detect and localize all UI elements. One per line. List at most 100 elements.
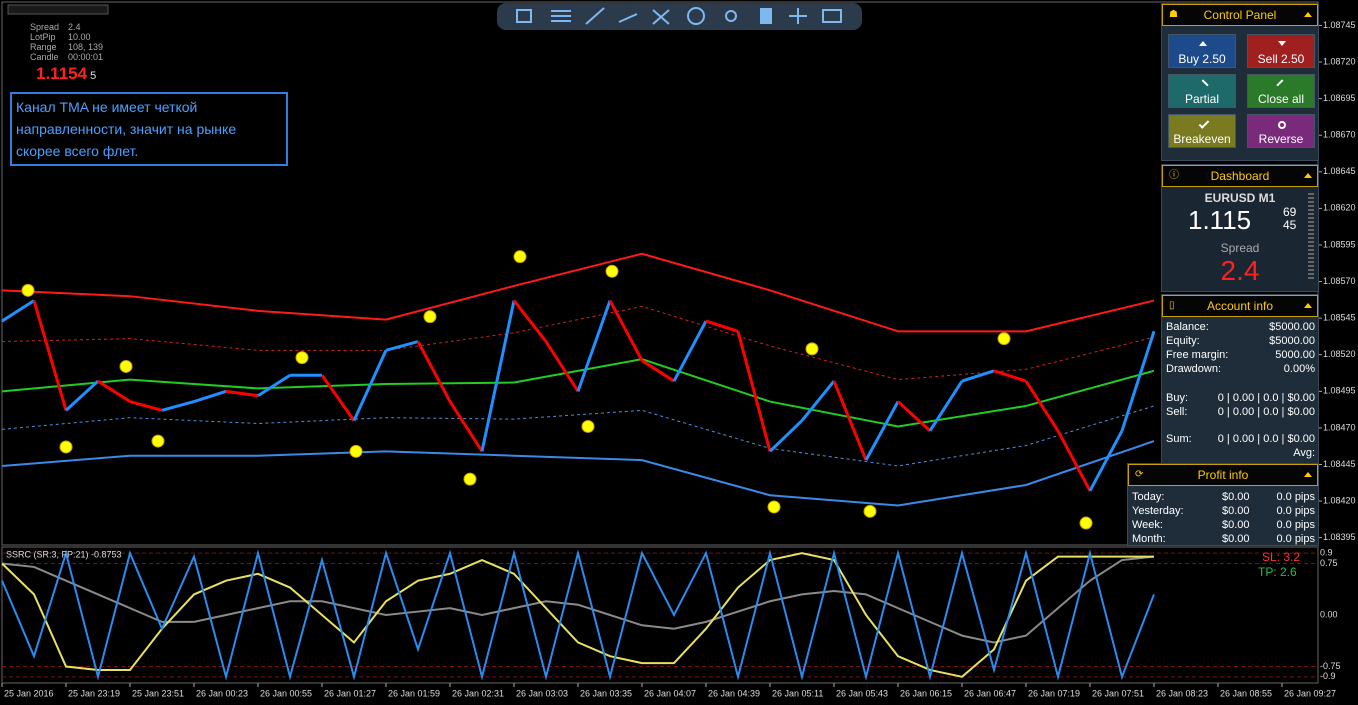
x-tick-label: 26 Jan 00:55 — [260, 688, 312, 698]
x-tick-label: 26 Jan 05:11 — [772, 688, 823, 698]
y-tick-label: 0.00 — [1320, 609, 1338, 619]
panel-header[interactable]: ▯ Account info — [1162, 295, 1318, 317]
x-tick-label: 26 Jan 01:59 — [388, 688, 440, 698]
y-tick-label: 1.08395 — [1323, 532, 1356, 542]
button-label: Breakeven — [1173, 132, 1231, 146]
price-segment — [320, 374, 356, 422]
x-tick-label: 26 Jan 03:03 — [516, 688, 568, 698]
x-tick-label: 26 Jan 01:27 — [324, 688, 376, 698]
profit-row: Yesterday: $0.00 0.0 pips — [1132, 505, 1315, 519]
price-segment — [161, 400, 195, 412]
pips: 0.0 pips — [1276, 533, 1315, 545]
breakeven-button[interactable]: Breakeven — [1168, 114, 1236, 148]
value: 10.00 — [68, 32, 91, 42]
price-segment — [1088, 430, 1124, 492]
y-tick-label: 1.08570 — [1323, 276, 1356, 286]
price-segment — [961, 369, 995, 383]
partial-button[interactable]: Partial — [1168, 74, 1236, 108]
x-tick-label: 26 Jan 03:35 — [580, 688, 632, 698]
line-series — [1, 555, 1155, 644]
reverse-button[interactable]: Reverse — [1247, 114, 1315, 148]
total-row: Sum: 0 | 0.00 | 0.0 | $0.00 — [1166, 433, 1315, 447]
signal-dot — [21, 283, 35, 297]
y-tick-label: 1.08695 — [1323, 93, 1356, 103]
header-price: 1.1154 5 — [36, 64, 96, 84]
button-label: Sell 2.50 — [1257, 52, 1305, 66]
y-tick-label: 1.08670 — [1323, 130, 1356, 140]
y-tick-label: 0.75 — [1320, 558, 1338, 568]
order-row: Sell: 0 | 0.00 | 0.0 | $0.00 — [1166, 406, 1315, 420]
signal-dot — [805, 342, 819, 356]
tp-label: TP: 2.6 — [1258, 565, 1297, 579]
panel-title: Profit info — [1197, 468, 1249, 482]
x-tick-label: 25 Jan 2016 — [4, 688, 54, 698]
price-segment — [768, 419, 804, 453]
account-row: Free margin: 5000.00 — [1166, 349, 1315, 363]
label: LotPip — [30, 32, 56, 42]
x-tick-label: 26 Jan 05:43 — [836, 688, 888, 698]
price-last-digit: 5 — [90, 70, 97, 82]
close-all-button[interactable]: Close all — [1247, 74, 1315, 108]
toolbar-icons[interactable] — [516, 7, 842, 25]
signal-dot — [767, 500, 781, 514]
label: Equity: — [1166, 335, 1200, 347]
label: Month: — [1132, 533, 1166, 545]
panel-header[interactable]: ⓘ Dashboard — [1162, 165, 1318, 187]
line-series — [1, 552, 1154, 678]
account-row: Drawdown: 0.00% — [1166, 363, 1315, 377]
y-tick-label: 1.08520 — [1323, 349, 1356, 359]
y-tick-label: 1.08470 — [1323, 422, 1356, 432]
spread: 2.4 — [1220, 255, 1260, 286]
price-segment — [896, 400, 932, 432]
y-tick-label: 1.08595 — [1323, 239, 1356, 249]
oscillator-frame — [1, 546, 1319, 684]
main-frame — [1, 1, 1319, 546]
panel-header[interactable]: ☗ Control Panel — [1162, 4, 1318, 26]
signal-dot — [151, 434, 165, 448]
x-tick-label: 25 Jan 23:51 — [132, 688, 184, 698]
signal-dot — [119, 359, 133, 373]
account-row: Balance: $5000.00 — [1166, 321, 1315, 335]
value: $5000.00 — [1269, 335, 1315, 347]
price-segment — [1, 299, 35, 323]
buy-button[interactable]: Buy 2.50 — [1168, 34, 1236, 68]
label: Week: — [1132, 519, 1163, 531]
note-line: скорее всего флет. — [16, 143, 139, 159]
signal-dot — [59, 440, 73, 454]
amount: $0.00 — [1222, 505, 1250, 517]
line-series — [1, 252, 1155, 333]
y-tick-label: -0.9 — [1320, 671, 1336, 681]
panel-header[interactable]: ⟳ Profit info — [1128, 464, 1318, 486]
label: Range — [30, 42, 57, 52]
price-segment — [608, 299, 644, 362]
panel-title: Dashboard — [1210, 169, 1270, 183]
x-tick-label: 26 Jan 04:39 — [708, 688, 760, 698]
button-label: Partial — [1184, 92, 1219, 106]
price-segment — [352, 349, 388, 422]
x-tick-label: 26 Jan 07:51 — [1092, 688, 1144, 698]
y-tick-label: 1.08720 — [1323, 56, 1356, 66]
sell-button[interactable]: Sell 2.50 — [1247, 34, 1315, 68]
label: Drawdown: — [1166, 363, 1222, 375]
value: 108, 139 — [68, 42, 104, 52]
panel-title: Control Panel — [1203, 8, 1277, 22]
signal-dot — [295, 351, 309, 365]
x-tick-label: 26 Jan 08:23 — [1156, 688, 1208, 698]
price-segment — [416, 340, 452, 403]
label: Balance: — [1166, 321, 1209, 333]
value: $5000.00 — [1269, 321, 1315, 333]
price-segment — [32, 300, 68, 411]
pips: 0.0 pips — [1276, 519, 1315, 531]
price-segment — [193, 389, 227, 403]
price-segment — [576, 300, 612, 392]
line-series — [1, 405, 1155, 467]
value: 0 | 0.00 | 0.0 | $0.00 — [1217, 392, 1315, 404]
y-tick-label: 1.08420 — [1323, 495, 1356, 505]
label: Spread — [30, 22, 60, 32]
dashboard-panel: ⓘ Dashboard EURUSD M1 1.115 69 45 Spread 2… — [1161, 164, 1319, 292]
y-tick-label: -0.75 — [1320, 661, 1341, 671]
x-tick-label: 26 Jan 09:27 — [1284, 688, 1336, 698]
label: Sum: — [1166, 433, 1192, 445]
